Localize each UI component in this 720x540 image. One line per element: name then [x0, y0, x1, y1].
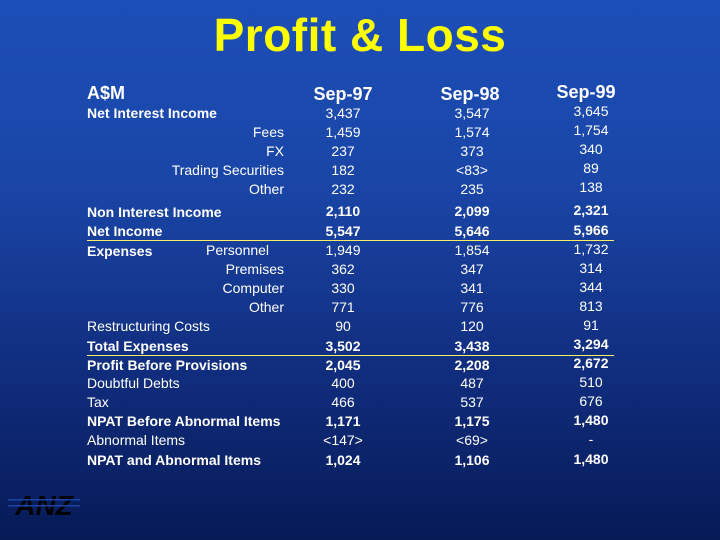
anz-logo: ANZ [8, 490, 80, 520]
cell-value: 537 [460, 394, 484, 410]
row-label-npat-before-abnormal: NPAT Before Abnormal Items [87, 413, 281, 429]
cell-value: 232 [331, 181, 355, 197]
cell-value: 2,045 [325, 357, 361, 373]
cell-value: 182 [331, 162, 355, 178]
cell-value: 1,024 [325, 452, 361, 468]
row-label-net-interest-income: Net Interest Income [87, 105, 217, 121]
cell-value: 5,966 [573, 222, 609, 238]
row-label-personnel: Personnel [206, 242, 270, 258]
cell-value: 1,175 [454, 413, 490, 429]
column-header-sep99: Sep-99 [556, 82, 616, 102]
cell-value: 330 [331, 280, 355, 296]
row-label-net-income: Net Income [87, 223, 163, 239]
cell-value: 3,437 [325, 105, 361, 121]
cell-value: 89 [583, 160, 599, 176]
row-label-doubtful-debts: Doubtful Debts [87, 375, 180, 391]
cell-value: 771 [331, 299, 355, 315]
cell-value: 341 [460, 280, 484, 296]
row-label-computer: Computer [222, 280, 284, 296]
row-label-restructuring-costs: Restructuring Costs [87, 318, 210, 334]
cell-value: 1,459 [325, 124, 361, 140]
row-label-tax: Tax [87, 394, 109, 410]
total-expenses-divider [87, 355, 614, 356]
cell-value: 813 [579, 298, 603, 314]
cell-value: 3,547 [454, 105, 490, 121]
cell-value: 138 [579, 179, 603, 195]
row-label-fees: Fees [252, 124, 284, 140]
cell-value: 2,672 [573, 355, 609, 371]
cell-value: 1,106 [454, 452, 490, 468]
cell-value: 2,208 [454, 357, 490, 373]
cell-value: 510 [579, 374, 603, 390]
cell-value: 3,294 [573, 336, 609, 352]
cell-value: 2,099 [454, 203, 490, 219]
page-title: Profit & Loss [213, 9, 507, 61]
column-header-sep97: Sep-97 [313, 84, 373, 104]
cell-value: 3,645 [573, 103, 609, 119]
cell-value: 1,949 [325, 242, 361, 258]
cell-value: - [588, 431, 594, 447]
unit-label: A$M [87, 83, 126, 103]
cell-value: 1,732 [573, 241, 609, 257]
row-label-trading-securities: Trading Securities [171, 162, 284, 178]
cell-value: 2,110 [325, 203, 361, 219]
cell-value: 2,321 [573, 202, 609, 218]
row-label-fx: FX [266, 143, 284, 159]
cell-value: 237 [331, 143, 355, 159]
row-label-other-income: Other [248, 181, 284, 197]
cell-value: 1,480 [573, 451, 609, 467]
cell-value: 487 [460, 375, 484, 391]
net-income-divider [87, 240, 614, 241]
cell-value: 5,547 [325, 223, 361, 239]
row-label-other-expenses: Other [248, 299, 284, 315]
cell-value: 1,754 [573, 122, 609, 138]
cell-value: 362 [331, 261, 355, 277]
cell-value: 676 [579, 393, 603, 409]
cell-value: 1,171 [325, 413, 361, 429]
cell-value: 3,502 [325, 338, 361, 354]
cell-value: <83> [456, 162, 488, 178]
cell-value: 3,438 [454, 338, 490, 354]
row-label-total-expenses: Total Expenses [87, 338, 189, 354]
cell-value: 120 [460, 318, 484, 334]
cell-value: 1,574 [454, 124, 490, 140]
row-label-premises: Premises [225, 261, 284, 277]
cell-value: 235 [460, 181, 484, 197]
cell-value: 1,480 [573, 412, 609, 428]
cell-value: <69> [456, 432, 488, 448]
cell-value: 340 [579, 141, 603, 157]
column-header-sep98: Sep-98 [440, 84, 500, 104]
cell-value: 314 [579, 260, 603, 276]
cell-value: 91 [583, 317, 599, 333]
cell-value: 1,854 [454, 242, 490, 258]
row-label-non-interest-income: Non Interest Income [87, 204, 222, 220]
cell-value: 5,646 [454, 223, 490, 239]
row-label-profit-before-provisions: Profit Before Provisions [87, 357, 248, 373]
cell-value: 400 [331, 375, 355, 391]
cell-value: 347 [460, 261, 484, 277]
cell-value: 90 [335, 318, 351, 334]
row-label-expenses: Expenses [87, 243, 153, 259]
cell-value: 776 [460, 299, 484, 315]
row-label-abnormal-items: Abnormal Items [87, 432, 186, 448]
cell-value: 373 [460, 143, 484, 159]
cell-value: 344 [579, 279, 603, 295]
cell-value: <147> [323, 432, 363, 448]
cell-value: 466 [331, 394, 355, 410]
row-label-npat-and-abnormal: NPAT and Abnormal Items [87, 452, 261, 468]
